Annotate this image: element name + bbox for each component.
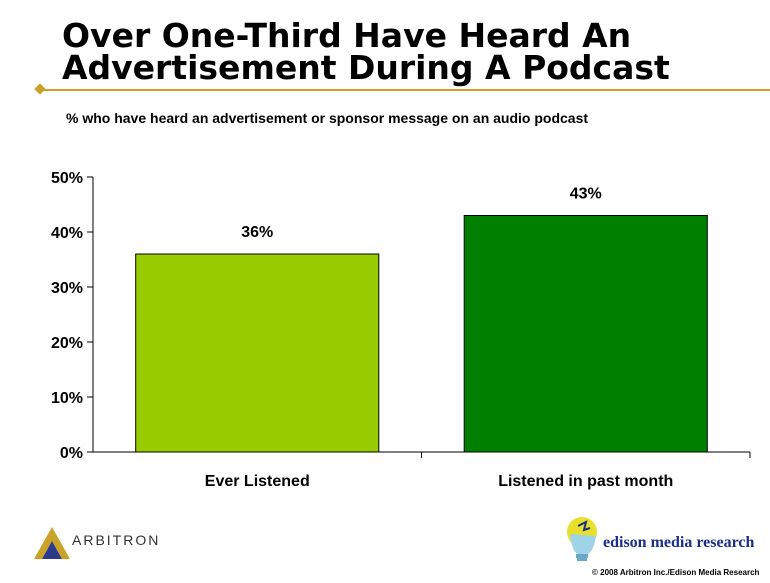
bar	[135, 253, 380, 453]
title-line-2: Advertisement During A Podcast	[62, 48, 670, 87]
copyright-text: © 2008 Arbitron Inc./Edison Media Resear…	[592, 568, 760, 577]
title-line-1: Over One-Third Have Heard An	[62, 16, 632, 55]
lightbulb-icon	[567, 517, 597, 561]
data-label: 36%	[241, 224, 273, 241]
chart-bars	[135, 215, 708, 453]
edison-logo-text: edison media research	[603, 534, 755, 551]
page-title: Over One-Third Have Heard An Advertiseme…	[62, 19, 762, 87]
data-label: 43%	[570, 186, 602, 203]
y-tick-label: 10%	[51, 390, 83, 407]
chart-subtitle: % who have heard an advertisement or spo…	[66, 110, 589, 126]
category-label: Listened in past month	[498, 473, 673, 490]
chart-labels: 36% Ever Listened 43% Listened in past mont…	[205, 186, 674, 491]
bar	[463, 215, 708, 453]
y-tick-label: 20%	[51, 335, 83, 352]
y-tick-label: 30%	[51, 280, 83, 297]
category-label: Ever Listened	[205, 473, 310, 490]
y-tick-label: 50%	[51, 170, 83, 187]
y-tick-label: 40%	[51, 225, 83, 242]
arbitron-logo-text: ARBITRON	[72, 532, 161, 548]
title-divider	[36, 89, 770, 91]
y-tick-label: 0%	[60, 445, 83, 462]
arbitron-logo-icon	[34, 527, 70, 559]
